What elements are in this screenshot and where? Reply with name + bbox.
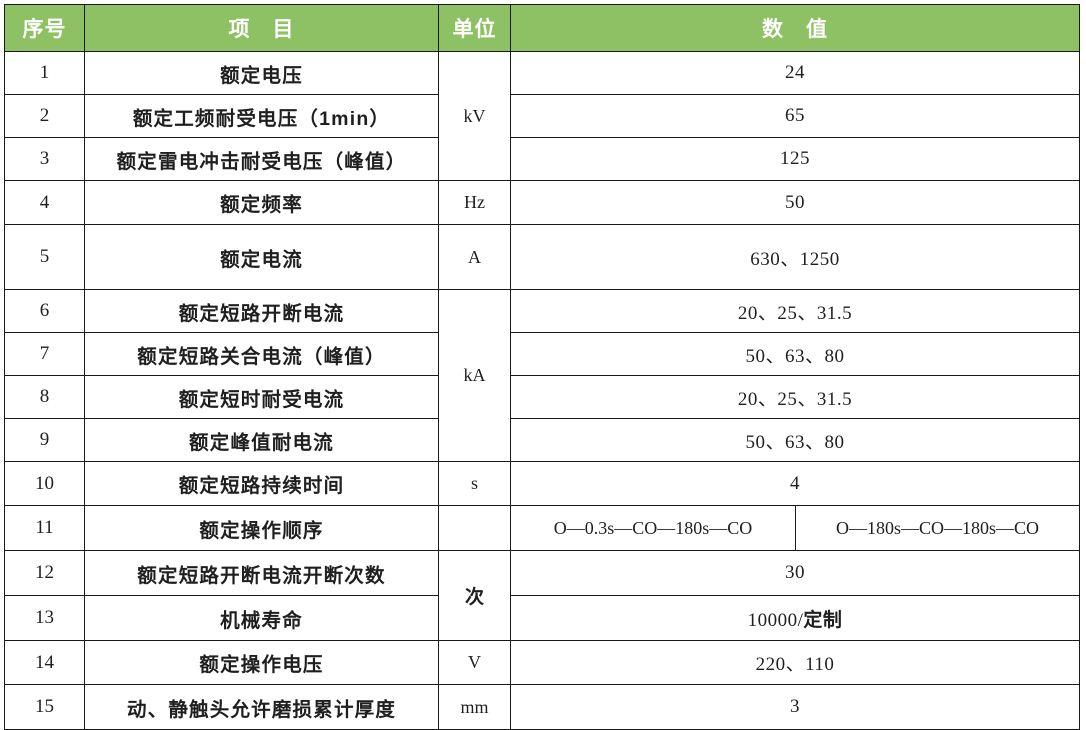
row-value: 50、63、80 <box>510 332 1080 376</box>
row-item: 额定操作顺序 <box>84 505 439 551</box>
row-item: 额定短路开断电流开断次数 <box>84 550 439 596</box>
row-unit: Hz <box>438 180 511 225</box>
row-item: 额定频率 <box>84 180 439 225</box>
row-no: 14 <box>4 640 85 685</box>
row-no: 10 <box>4 461 85 506</box>
row-unit: s <box>438 461 511 506</box>
header-cell-item: 项 目 <box>84 4 439 52</box>
table-row: 11 额定操作顺序 O—0.3s—CO—180s—CO O—180s—CO—18… <box>4 505 1080 551</box>
table-row: 2 额定工频耐受电压（1min） 65 <box>4 94 1080 138</box>
table-row: 10 额定短路持续时间 s 4 <box>4 461 1080 506</box>
table-row: 12 额定短路开断电流开断次数 次 30 <box>4 550 1080 641</box>
row-no: 11 <box>4 505 85 551</box>
table-row: 8 额定短时耐受电流 20、25、31.5 <box>4 375 1080 419</box>
technical-specification-table: 序号 项 目 单位 数 值 1 额定电压 kV 24 2 额定工频耐受电压（1m… <box>4 4 1080 730</box>
row-item: 额定雷电冲击耐受电压（峰值） <box>84 137 439 181</box>
table-row: 9 额定峰值耐电流 50、63、80 <box>4 418 1080 462</box>
row-unit <box>438 505 511 551</box>
row-unit: kA <box>438 289 511 462</box>
row-value: 3 <box>510 684 1080 730</box>
table-header-row: 序号 项 目 单位 数 值 <box>4 4 1080 52</box>
row-no: 3 <box>4 137 85 181</box>
row-no: 7 <box>4 332 85 376</box>
row-no: 6 <box>4 289 85 333</box>
row-no: 15 <box>4 684 85 730</box>
row-item: 额定工频耐受电压（1min） <box>84 94 439 138</box>
row-no: 1 <box>4 51 85 95</box>
row-item: 动、静触头允许磨损累计厚度 <box>84 684 439 730</box>
row-value: 30 <box>510 550 1080 596</box>
row-unit: 次 <box>438 550 511 641</box>
row-value: 220、110 <box>510 640 1080 685</box>
row-item: 额定峰值耐电流 <box>84 418 439 462</box>
header-cell-unit: 单位 <box>438 4 511 52</box>
table-row: 13 机械寿命 10000/定制 <box>4 595 1080 641</box>
header-cell-no: 序号 <box>4 4 85 52</box>
row-no: 9 <box>4 418 85 462</box>
row-item: 额定电流 <box>84 224 439 290</box>
row-no: 5 <box>4 224 85 290</box>
table-row: 7 额定短路关合电流（峰值） 50、63、80 <box>4 332 1080 376</box>
header-cell-value: 数 值 <box>510 4 1080 52</box>
row-value: 50 <box>510 180 1080 225</box>
table-row: 6 额定短路开断电流 kA 20、25、31.5 <box>4 289 1080 462</box>
row-unit: mm <box>438 684 511 730</box>
table-row: 4 额定频率 Hz 50 <box>4 180 1080 225</box>
row-value: 4 <box>510 461 1080 506</box>
row-value-right: O—180s—CO—180s—CO <box>795 505 1080 551</box>
row-value: 20、25、31.5 <box>510 375 1080 419</box>
row-item: 机械寿命 <box>84 595 439 641</box>
table-row: 15 动、静触头允许磨损累计厚度 mm 3 <box>4 684 1080 730</box>
row-item: 额定短路关合电流（峰值） <box>84 332 439 376</box>
row-value-label: 定制 <box>803 609 843 631</box>
table-row: 14 额定操作电压 V 220、110 <box>4 640 1080 685</box>
row-no: 4 <box>4 180 85 225</box>
table-row: 3 额定雷电冲击耐受电压（峰值） 125 <box>4 137 1080 181</box>
table-row: 5 额定电流 A 630、1250 <box>4 224 1080 290</box>
row-value: 65 <box>510 94 1080 138</box>
row-item: 额定短路开断电流 <box>84 289 439 333</box>
row-item: 额定操作电压 <box>84 640 439 685</box>
row-value: 10000/定制 <box>510 595 1080 641</box>
row-value: 630、1250 <box>510 224 1080 290</box>
row-no: 13 <box>4 595 85 641</box>
row-value-number: 10000/ <box>747 609 804 631</box>
row-value: 24 <box>510 51 1080 95</box>
row-no: 8 <box>4 375 85 419</box>
row-item: 额定电压 <box>84 51 439 95</box>
row-unit: V <box>438 640 511 685</box>
row-value: 20、25、31.5 <box>510 289 1080 333</box>
row-item: 额定短路持续时间 <box>84 461 439 506</box>
row-unit: A <box>438 224 511 290</box>
row-no: 2 <box>4 94 85 138</box>
row-item: 额定短时耐受电流 <box>84 375 439 419</box>
row-unit: kV <box>438 51 511 181</box>
row-value: 125 <box>510 137 1080 181</box>
row-no: 12 <box>4 550 85 596</box>
table-row: 1 额定电压 kV 24 <box>4 51 1080 181</box>
row-value-left: O—0.3s—CO—180s—CO <box>510 505 796 551</box>
row-value: 50、63、80 <box>510 418 1080 462</box>
